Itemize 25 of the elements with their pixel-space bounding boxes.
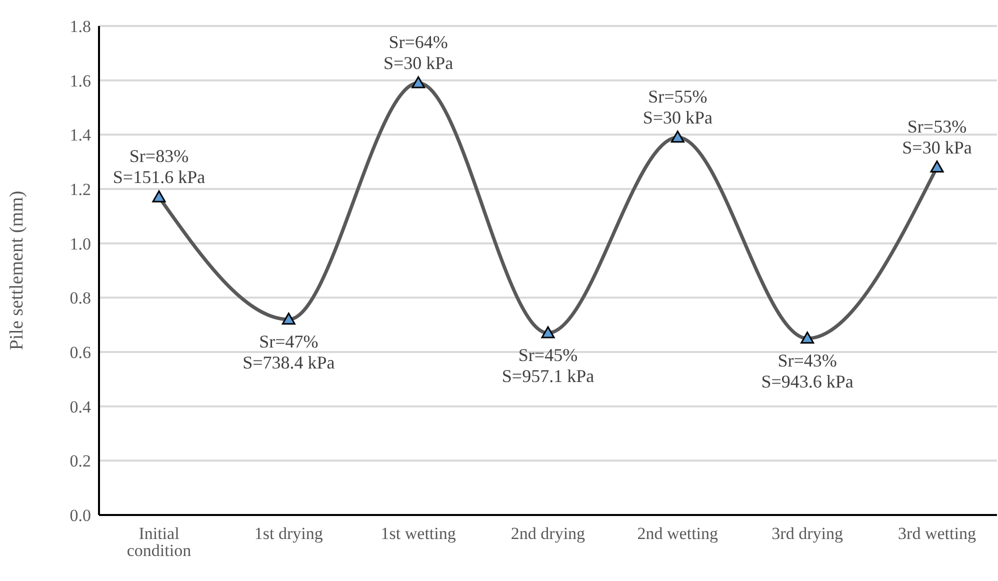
- y-tick-label: 0.2: [70, 452, 91, 471]
- x-tick-label: 1st wetting: [380, 524, 456, 544]
- annotation: Sr=64% S=30 kPa: [383, 32, 454, 74]
- annotation: Sr=47% S=738.4 kPa: [242, 331, 335, 372]
- y-tick-label: 0.8: [70, 288, 91, 308]
- y-tick-label: 1.0: [70, 234, 91, 254]
- x-tick-label: 2nd wetting: [637, 524, 719, 544]
- annotation: Sr=43% S=943.6 kPa: [761, 350, 854, 392]
- y-tick-label: 0.0: [70, 506, 91, 526]
- x-tick-label: 3rd wetting: [898, 524, 976, 544]
- annotation: Sr=55% S=30 kPa: [642, 86, 713, 128]
- x-tick-label: 2nd drying: [510, 524, 586, 544]
- annotation: Sr=83% S=151.6 kPa: [112, 146, 206, 188]
- x-tick-label: 1st drying: [254, 524, 324, 544]
- y-tick-label: 1.2: [70, 180, 91, 200]
- annotation: Sr=45% S=957.1 kPa: [502, 344, 594, 386]
- annotation: Sr=53% S=30 kPa: [902, 116, 972, 158]
- y-tick-label: 1.4: [70, 126, 92, 145]
- y-tick-label: 0.4: [70, 397, 92, 416]
- x-tick-label: Initial condition: [126, 524, 192, 560]
- y-axis-title: Pile settlement (mm): [6, 190, 28, 350]
- x-tick-label: 3rd drying: [772, 524, 844, 544]
- y-tick-label: 1.6: [70, 71, 91, 90]
- y-tick-label: 1.8: [70, 17, 91, 36]
- y-tick-label: 0.6: [70, 343, 91, 362]
